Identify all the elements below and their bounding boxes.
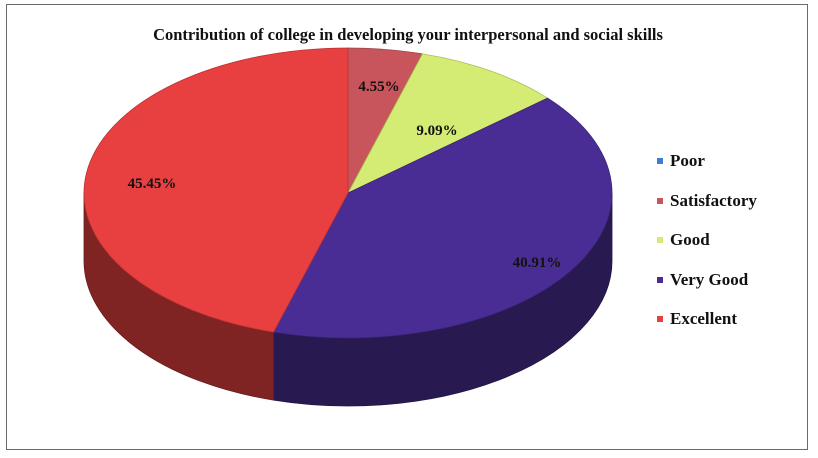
pie-chart: 4.55% 9.09% 40.91% 45.45% — [83, 47, 613, 407]
data-label-very-good: 40.91% — [513, 255, 562, 271]
pie-slice-very-good — [272, 97, 613, 339]
legend-label-very-good: Very Good — [670, 269, 749, 289]
legend-label-good: Good — [670, 230, 710, 249]
legend-label-poor: Poor — [670, 151, 705, 170]
pie-slice-excellent — [83, 47, 349, 333]
legend: Poor Satisfactory Good Very Good Excelle… — [657, 151, 757, 349]
data-label-satisfactory: 4.55% — [358, 79, 399, 95]
legend-item-good: Good — [657, 230, 757, 250]
legend-label-satisfactory: Satisfactory — [670, 190, 757, 210]
data-label-good: 9.09% — [416, 123, 457, 139]
legend-item-very-good: Very Good — [657, 270, 757, 290]
legend-item-satisfactory: Satisfactory — [657, 191, 757, 211]
legend-swatch-satisfactory — [657, 197, 663, 204]
legend-swatch-good — [657, 237, 663, 243]
data-label-excellent: 45.45% — [128, 176, 177, 192]
pie-slice-good — [347, 53, 549, 194]
legend-item-excellent: Excellent — [657, 309, 757, 329]
legend-label-excellent: Excellent — [670, 309, 738, 328]
legend-swatch-poor — [657, 158, 663, 164]
legend-swatch-very-good — [657, 276, 663, 283]
legend-swatch-excellent — [657, 316, 663, 322]
chart-title: Contribution of college in developing yo… — [153, 25, 663, 44]
legend-item-poor: Poor — [657, 151, 757, 171]
chart-frame: Contribution of college in developing yo… — [6, 4, 808, 450]
